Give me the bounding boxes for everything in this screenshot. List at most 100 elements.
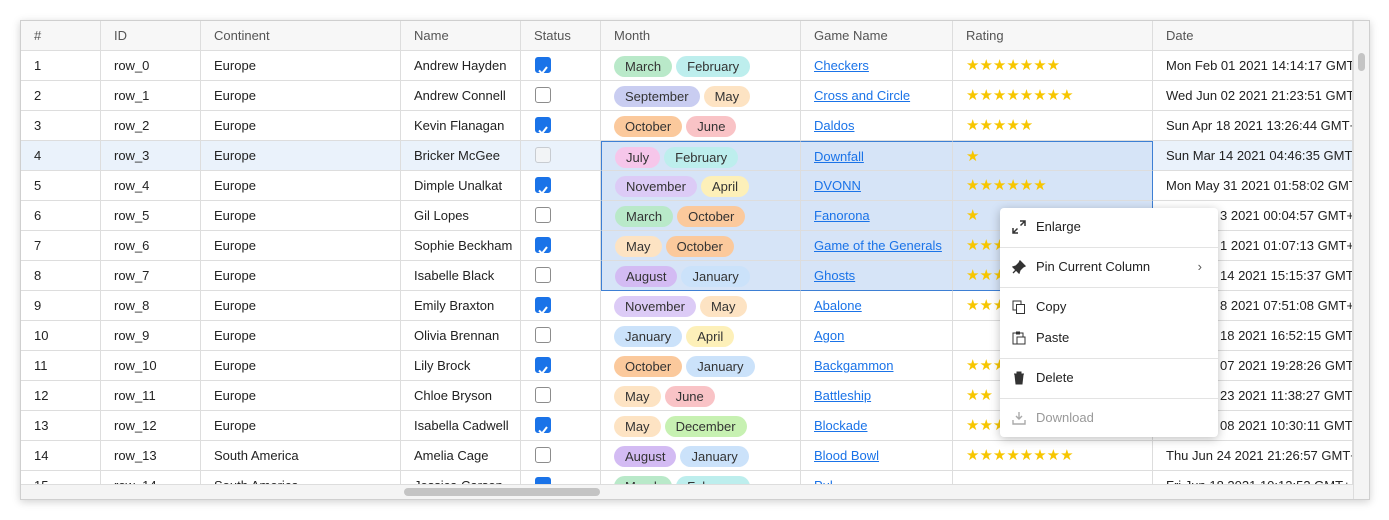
game-link[interactable]: Downfall <box>814 149 864 164</box>
menu-item[interactable]: Copy <box>1000 293 1218 321</box>
check-mark <box>538 366 548 376</box>
menu-item[interactable]: Delete <box>1000 364 1218 392</box>
name: Isabella Cadwell <box>414 418 509 433</box>
game-link[interactable]: Blockade <box>814 418 868 433</box>
cell: Backgammon <box>801 351 953 381</box>
checkbox[interactable] <box>535 177 551 196</box>
v-scroll-thumb[interactable] <box>1358 53 1365 71</box>
grid-body: 1 row_0 Europe Andrew Hayden March February Ch… <box>21 51 1353 484</box>
row-number: 3 <box>34 118 42 133</box>
checkbox[interactable] <box>535 87 551 103</box>
data-grid: # ID Continent Name Status Month Game Name Rati… <box>20 20 1370 500</box>
row-number: 9 <box>34 298 42 313</box>
month-tag: June <box>664 386 715 408</box>
cell <box>521 201 601 231</box>
checkbox[interactable] <box>535 57 551 76</box>
cell: Blood Bowl <box>801 441 953 471</box>
menu-label: Paste <box>1036 330 1070 345</box>
game-link[interactable]: Ghosts <box>814 268 856 283</box>
row-id: row_10 <box>114 358 157 373</box>
game-link[interactable]: Backgammon <box>814 358 894 373</box>
cell: South America <box>201 471 401 484</box>
cell: Europe <box>201 321 401 351</box>
game-link[interactable]: Abalone <box>814 298 862 313</box>
icon <box>1012 412 1026 425</box>
h-scroll-thumb[interactable] <box>404 488 600 496</box>
check-mark <box>538 126 548 136</box>
checkbox[interactable] <box>535 447 551 463</box>
cell: row_3 <box>101 141 201 171</box>
continent: Europe <box>214 58 256 73</box>
cell: 13 <box>21 411 101 441</box>
name: Kevin Flanagan <box>414 118 505 133</box>
game-link[interactable]: Battleship <box>814 388 872 403</box>
month-tag: April <box>686 326 735 348</box>
menu-item: Download <box>1000 404 1218 432</box>
name: Bricker McGee <box>414 148 500 163</box>
cell: ★★★★★ <box>953 111 1153 141</box>
submenu-arrow: › <box>1197 259 1202 274</box>
date: 23 2021 11:38:27 GMT+0 <box>1220 388 1353 403</box>
game-link[interactable]: Daldos <box>814 118 855 133</box>
checkbox[interactable] <box>535 477 551 484</box>
cell: Blockade <box>801 411 953 441</box>
date: Mon May 31 2021 01:58:02 GMT- <box>1166 178 1353 193</box>
row-id: row_0 <box>114 58 150 73</box>
icon <box>1014 371 1024 385</box>
game-link[interactable]: Agon <box>814 328 845 343</box>
game-link[interactable]: Blood Bowl <box>814 448 880 463</box>
check-mark <box>538 426 548 436</box>
checkbox[interactable] <box>535 417 551 436</box>
cell: row_8 <box>101 291 201 321</box>
rating-stars: ★★★ <box>966 297 1007 314</box>
cell: Emily Braxton <box>401 291 521 321</box>
rating-stars: ★★★★★★ <box>966 177 1047 194</box>
cell: Mon Feb 01 2021 14:14:17 GMT+ <box>1153 51 1353 81</box>
cell: Bricker McGee <box>401 141 521 171</box>
name: Andrew Hayden <box>414 58 507 73</box>
date: Sun Mar 14 2021 04:46:35 GMT+0 <box>1166 148 1353 163</box>
date: 14 2021 15:15:37 GMT+0 <box>1220 268 1353 283</box>
checkbox[interactable] <box>535 357 551 376</box>
game-link[interactable]: DVONN <box>814 178 861 193</box>
cell: row_0 <box>101 51 201 81</box>
month-tag: March <box>615 206 674 228</box>
checkbox[interactable] <box>535 387 551 403</box>
cell <box>521 171 601 201</box>
cell <box>521 261 601 291</box>
row-number: 7 <box>34 238 42 253</box>
v-scrollbar[interactable] <box>1353 21 1369 499</box>
game-link[interactable]: Cross and Circle <box>814 88 911 103</box>
checkbox[interactable] <box>535 267 551 283</box>
date: Thu Jun 24 2021 21:26:57 GMT+ <box>1166 448 1353 463</box>
name: Isabelle Black <box>414 268 495 283</box>
game-link[interactable]: Pul <box>814 478 833 484</box>
game-link[interactable]: Game of the Generals <box>814 238 942 253</box>
menu-label: Download <box>1036 410 1094 425</box>
cell <box>521 411 601 441</box>
cell: Europe <box>201 261 401 291</box>
h-scrollbar[interactable] <box>21 484 1353 499</box>
cell <box>521 111 601 141</box>
row-number: 6 <box>34 208 42 223</box>
menu-item[interactable]: Enlarge <box>1000 213 1218 241</box>
row-number: 15 <box>34 478 48 484</box>
cell: 8 <box>21 261 101 291</box>
checkbox[interactable] <box>535 327 551 343</box>
checkbox[interactable] <box>535 147 551 163</box>
cell: Europe <box>201 201 401 231</box>
checkbox[interactable] <box>535 117 551 136</box>
cell <box>521 321 601 351</box>
row-number: 2 <box>34 88 42 103</box>
checkbox[interactable] <box>535 237 551 256</box>
rating-stars: ★ <box>966 207 980 224</box>
checkbox[interactable] <box>535 297 551 316</box>
rating-stars: ★★★ <box>966 357 1007 374</box>
menu-item[interactable]: Paste <box>1000 324 1218 352</box>
cell: 3 <box>21 111 101 141</box>
checkbox[interactable] <box>535 207 551 223</box>
month-tag: May <box>699 296 747 318</box>
menu-item[interactable]: Pin Current Column › <box>1000 253 1218 281</box>
game-link[interactable]: Fanorona <box>814 208 870 223</box>
game-link[interactable]: Checkers <box>814 58 869 73</box>
